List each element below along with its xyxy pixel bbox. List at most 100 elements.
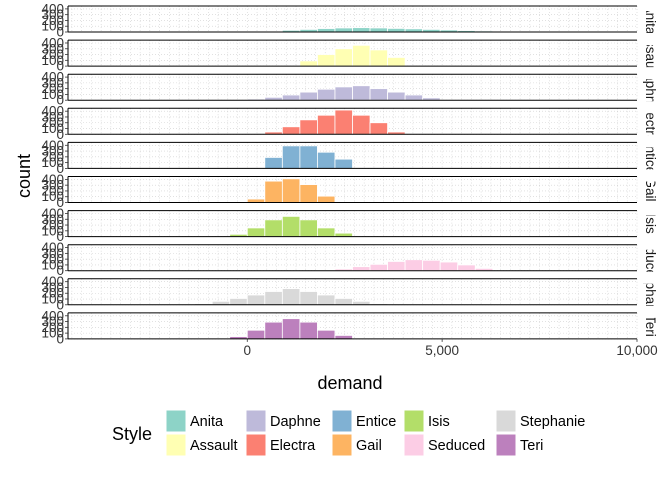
y-tick-label: 100 — [41, 326, 64, 341]
histogram-bar — [369, 122, 388, 135]
histogram-bar — [334, 232, 353, 237]
legend-swatch — [403, 433, 425, 457]
y-tick-label: 400 — [41, 35, 64, 50]
x-axis: 0 5,000 10,000 — [244, 338, 658, 358]
strip-label-anita: Anita — [643, 4, 658, 35]
histogram-bar — [387, 28, 406, 33]
legend-key-gail: Gail — [331, 433, 382, 457]
legend-label: Gail — [356, 438, 382, 454]
strip-label-daphne: Daphne — [643, 64, 658, 111]
y-tick-label: 200 — [41, 149, 64, 164]
histogram-bar — [352, 27, 371, 33]
y-tick-label: 400 — [41, 274, 64, 289]
histogram-bar — [334, 48, 353, 67]
legend-label: Assault — [190, 438, 238, 454]
y-tick-label: 400 — [41, 1, 64, 16]
y-tick-label: 400 — [41, 138, 64, 153]
y-tick-label: 300 — [41, 144, 64, 159]
histogram-bar — [246, 294, 266, 306]
histogram-bar — [246, 329, 266, 340]
histogram-bar — [334, 109, 353, 135]
legend: Style Anita Assault Daphne Electra Entice Gai… — [112, 409, 585, 457]
strip-label-gail: Gail — [643, 177, 658, 201]
y-tick-label: 100 — [41, 53, 64, 68]
histogram-bar — [352, 44, 371, 67]
y-tick-label: 300 — [41, 41, 64, 56]
y-tick-label: 100 — [41, 19, 64, 34]
y-tick-label: 0 — [56, 229, 64, 244]
histogram-bar — [439, 261, 459, 272]
legend-swatch — [331, 433, 353, 457]
y-tick-label: 400 — [41, 172, 64, 187]
legend-key-entice: Entice — [331, 409, 396, 433]
histogram-bar — [387, 261, 406, 272]
histogram-bar — [334, 335, 353, 340]
legend-title: Style — [112, 424, 152, 444]
y-tick-label: 400 — [41, 308, 64, 323]
legend-key-stephanie: Stephanie — [495, 409, 585, 433]
legend-swatch — [245, 409, 267, 433]
y-tick-label: 0 — [56, 297, 64, 312]
histogram-bar — [317, 227, 336, 238]
y-tick-label: 200 — [41, 320, 64, 335]
y-tick-label: 100 — [41, 292, 64, 307]
histogram-bar — [387, 91, 406, 101]
legend-label: Anita — [190, 414, 224, 430]
histogram-bar — [352, 300, 371, 306]
histogram-bar — [211, 300, 231, 306]
histogram-bar — [299, 145, 318, 169]
histogram-bar — [281, 178, 301, 203]
histogram-bar — [317, 329, 336, 340]
strip-label-teri: Teri — [643, 315, 658, 337]
histogram-bar — [422, 259, 441, 272]
y-tick-label: 200 — [41, 81, 64, 96]
histogram-bar — [281, 126, 301, 135]
legend-key-teri: Teri — [495, 433, 543, 457]
y-tick-label: 0 — [56, 25, 64, 40]
y-tick-label: 300 — [41, 75, 64, 90]
histogram-bar — [317, 88, 336, 101]
y-tick-label: 100 — [41, 155, 64, 170]
y-tick-label: 100 — [41, 223, 64, 238]
legend-label: Isis — [428, 414, 450, 430]
legend-label: Daphne — [270, 414, 321, 430]
x-axis-title: demand — [317, 373, 382, 393]
histogram-bar — [264, 157, 283, 169]
legend-key-seduced: Seduced — [403, 433, 485, 457]
y-axis-title: count — [14, 154, 34, 198]
legend-label: Stephanie — [520, 414, 585, 430]
legend-label: Entice — [356, 414, 396, 430]
strip-label-entice: Entice — [643, 137, 658, 175]
y-tick-label: 200 — [41, 252, 64, 267]
histogram-bar — [369, 263, 388, 272]
histogram-bar — [404, 259, 424, 272]
legend-key-assault: Assault — [165, 433, 238, 457]
y-tick-label: 400 — [41, 240, 64, 255]
y-tick-label: 0 — [56, 127, 64, 142]
legend-key-isis: Isis — [403, 409, 450, 433]
legend-swatch — [495, 409, 517, 433]
y-tick-label: 0 — [56, 93, 64, 108]
legend-label: Seduced — [428, 438, 485, 454]
histogram-bar — [352, 266, 371, 272]
histogram-bar — [317, 294, 336, 306]
histogram-bar — [299, 219, 318, 238]
strip-label-stephanie: Stephanie — [643, 261, 658, 322]
y-tick-label: 300 — [41, 280, 64, 295]
histogram-bar — [264, 219, 283, 238]
y-tick-label: 0 — [56, 263, 64, 278]
y-tick-label: 300 — [41, 212, 64, 227]
y-tick-label: 400 — [41, 104, 64, 119]
legend-swatch — [245, 433, 267, 457]
y-tick-label: 200 — [41, 47, 64, 62]
